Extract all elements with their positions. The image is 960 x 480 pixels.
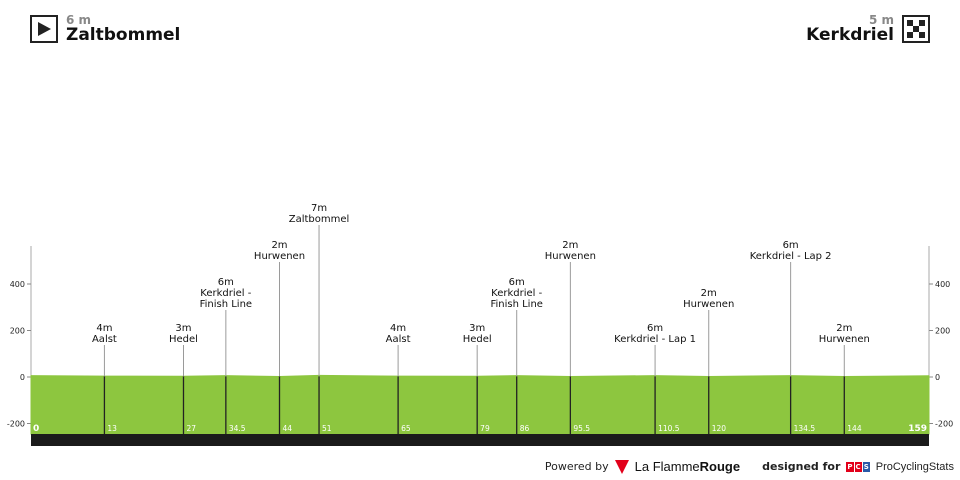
- waypoint-km-label: 13: [107, 424, 117, 433]
- waypoint-name: Hurwenen: [545, 251, 596, 262]
- play-icon: [30, 15, 58, 44]
- waypoint-name: Hurwenen: [254, 251, 305, 262]
- y-tick-label-left: -200: [7, 420, 25, 429]
- y-tick-label-right: -200: [935, 420, 953, 429]
- waypoint-elevation: 7m: [311, 203, 327, 214]
- waypoint-elevation: 2m: [836, 323, 852, 334]
- base-bar: [31, 434, 929, 446]
- powered-by-label: Powered by: [544, 460, 609, 473]
- waypoint-name: Kerkdriel - Lap 2: [750, 251, 832, 262]
- y-tick-label-left: 0: [20, 373, 25, 382]
- y-tick-label-left: 400: [10, 280, 25, 289]
- waypoint-elevation: 4m: [390, 323, 406, 334]
- waypoint-name: Aalst: [386, 334, 411, 345]
- waypoint-elevation: 6m: [218, 277, 234, 288]
- waypoint-name: Hurwenen: [683, 299, 734, 310]
- waypoint-elevation: 2m: [562, 240, 578, 251]
- checkered-flag-icon: [902, 15, 930, 44]
- waypoint-km-label: 65: [401, 424, 411, 433]
- profile-area: [30, 374, 930, 435]
- waypoint-elevation: 3m: [469, 323, 485, 334]
- brand-rouge: Rouge: [699, 459, 741, 474]
- waypoint-elevation: 6m: [509, 277, 525, 288]
- pcs-badge-p: P: [846, 461, 854, 472]
- waypoint-km-label: 134.5: [794, 424, 816, 433]
- waypoint-elevation: 2m: [701, 288, 717, 299]
- x-start-label: 0: [33, 424, 39, 434]
- designed-for-label: designed for: [762, 460, 841, 473]
- waypoint-elevation: 2m: [271, 240, 287, 251]
- waypoint-elevation: 6m: [647, 323, 663, 334]
- waypoint-elevation: 3m: [175, 323, 191, 334]
- footer-credits: Powered by La FlammeRouge designed for P…: [545, 459, 954, 474]
- waypoint-name: Hedel: [169, 334, 198, 345]
- waypoint-km-label: 34.5: [229, 424, 246, 433]
- waypoint-name: Hedel: [463, 334, 492, 345]
- finish-name: Kerkdriel: [806, 24, 894, 45]
- waypoint-name: Hurwenen: [819, 334, 870, 345]
- waypoint-km-label: 86: [520, 424, 530, 433]
- y-tick-label-right: 0: [935, 373, 940, 382]
- la-flamme-rouge-brand: La FlammeRouge: [635, 459, 740, 474]
- start-name: Zaltbommel: [66, 24, 181, 45]
- la-flamme-rouge-logo-icon: [614, 459, 629, 474]
- y-tick-label-left: 200: [10, 327, 25, 336]
- waypoint-km-label: 110.5: [658, 424, 680, 433]
- waypoint-km-label: 144: [847, 424, 862, 433]
- start-elevation: 6 m: [66, 13, 92, 27]
- waypoint-name: Kerkdriel - Lap 1: [614, 334, 696, 345]
- waypoint-name: Kerkdriel -: [491, 288, 542, 299]
- waypoint-km-label: 27: [186, 424, 196, 433]
- y-tick-label-right: 200: [935, 327, 950, 336]
- finish-location: 5 m Kerkdriel: [806, 14, 930, 44]
- waypoint-elevation: 6m: [783, 240, 799, 251]
- waypoint-km-label: 44: [283, 424, 293, 433]
- x-end-label: 159: [908, 424, 927, 434]
- pcs-badge-s: S: [862, 461, 870, 472]
- waypoint-name: Kerkdriel -: [200, 288, 251, 299]
- y-tick-label-right: 400: [935, 280, 950, 289]
- start-location: 6 m Zaltbommel: [30, 14, 180, 44]
- waypoint-name: Finish Line: [200, 299, 253, 310]
- waypoint-name: Aalst: [92, 334, 117, 345]
- waypoint-km-label: 79: [480, 424, 490, 433]
- pcs-name: ProCyclingStats: [875, 460, 954, 473]
- pcs-badge-c: C: [854, 461, 862, 472]
- waypoint-name: Finish Line: [490, 299, 543, 310]
- waypoint-name: Zaltbommel: [289, 214, 350, 225]
- waypoint-km-label: 51: [322, 424, 332, 433]
- waypoint-km-label: 120: [712, 424, 727, 433]
- finish-elevation: 5 m: [868, 13, 894, 27]
- brand-la: La Flamme: [634, 459, 700, 474]
- waypoint-km-label: 95.5: [573, 424, 590, 433]
- waypoint-elevation: 4m: [96, 323, 112, 334]
